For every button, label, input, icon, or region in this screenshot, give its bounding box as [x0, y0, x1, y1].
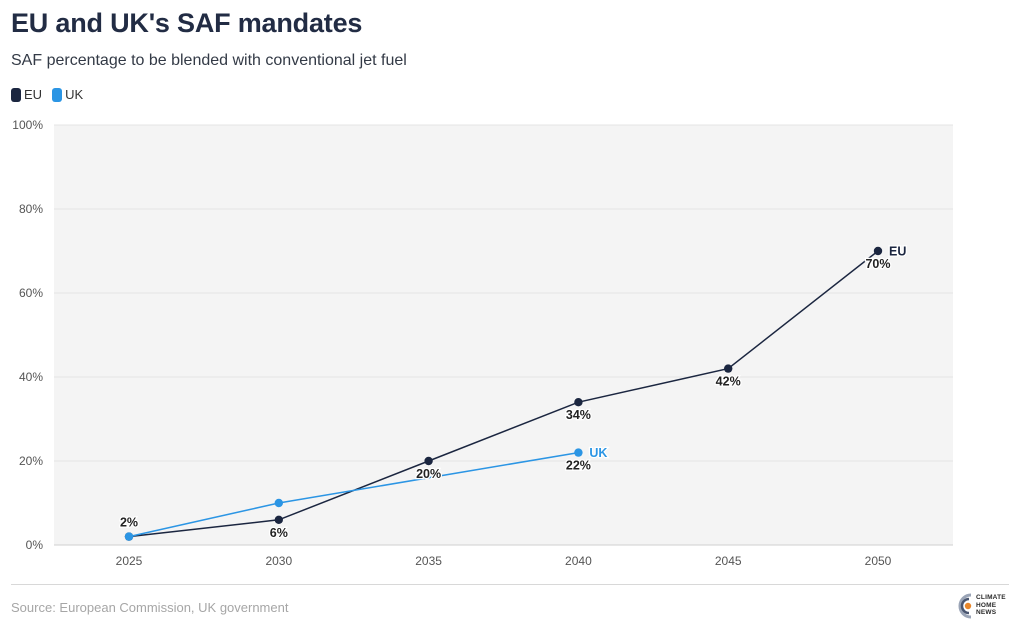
series-end-label-eu: EU: [889, 245, 906, 259]
legend-item-eu[interactable]: EU: [11, 87, 42, 102]
data-point-eu: [873, 246, 883, 256]
data-point-eu: [424, 456, 433, 466]
data-point-uk: [574, 448, 583, 457]
legend: EU UK: [11, 87, 83, 102]
legend-label-eu: EU: [24, 87, 43, 102]
series-line-eu: [128, 250, 879, 538]
data-label-eu: 6%: [270, 526, 288, 540]
y-tick-label: 40%: [19, 370, 43, 384]
x-tick-label: 2050: [865, 554, 892, 568]
y-tick-label: 0%: [26, 538, 44, 552]
x-tick-label: 2040: [565, 554, 592, 568]
legend-swatch-uk: [52, 87, 63, 102]
climate-home-news-logo[interactable]: CLIMATE HOME NEWS: [956, 591, 1010, 621]
legend-label-uk: UK: [65, 87, 84, 102]
y-tick-label: 20%: [19, 454, 43, 468]
x-tick-label: 2030: [265, 554, 292, 568]
source-note: Source: European Commission, UK governme…: [11, 600, 289, 615]
logo-text: CLIMATE HOME NEWS: [976, 594, 1006, 617]
legend-swatch-eu: [11, 87, 21, 102]
x-tick-label: 2045: [715, 554, 742, 568]
data-point-uk: [274, 498, 283, 508]
logo-line-3: NEWS: [976, 609, 997, 616]
y-tick-label: 80%: [19, 202, 43, 216]
data-point-eu: [274, 515, 283, 524]
data-label-eu: 34%: [566, 408, 591, 422]
data-point-uk: [124, 532, 134, 541]
series-end-label-uk: UK: [589, 446, 607, 460]
logo-line-2: HOME: [976, 601, 997, 609]
x-tick-label: 2035: [415, 554, 442, 568]
data-label-eu: 42%: [716, 375, 741, 389]
data-label-uk: 2%: [120, 516, 138, 530]
y-tick-label: 100%: [12, 118, 43, 132]
data-point-eu: [574, 398, 583, 407]
x-tick-label: 2025: [116, 554, 143, 568]
y-tick-label: 60%: [19, 286, 43, 300]
legend-item-uk[interactable]: UK: [52, 87, 83, 102]
line-chart: 0% 20% 40% 60% 80% 100% 2025 2030 2035 2040 2045 20…: [12, 118, 953, 568]
logo-line-1: CLIMATE: [976, 594, 1006, 601]
chart-title: EU and UK's SAF mandates: [11, 8, 363, 38]
data-point-eu: [724, 364, 733, 373]
data-label-eu: 70%: [865, 257, 890, 271]
chart-subtitle: SAF percentage to be blended with conven…: [11, 52, 407, 69]
footer-divider: [11, 584, 1009, 585]
data-label-uk: 22%: [566, 459, 591, 473]
data-label-eu: 20%: [416, 467, 441, 481]
plot-area: [54, 125, 953, 545]
logo-mark-icon: [958, 593, 972, 619]
